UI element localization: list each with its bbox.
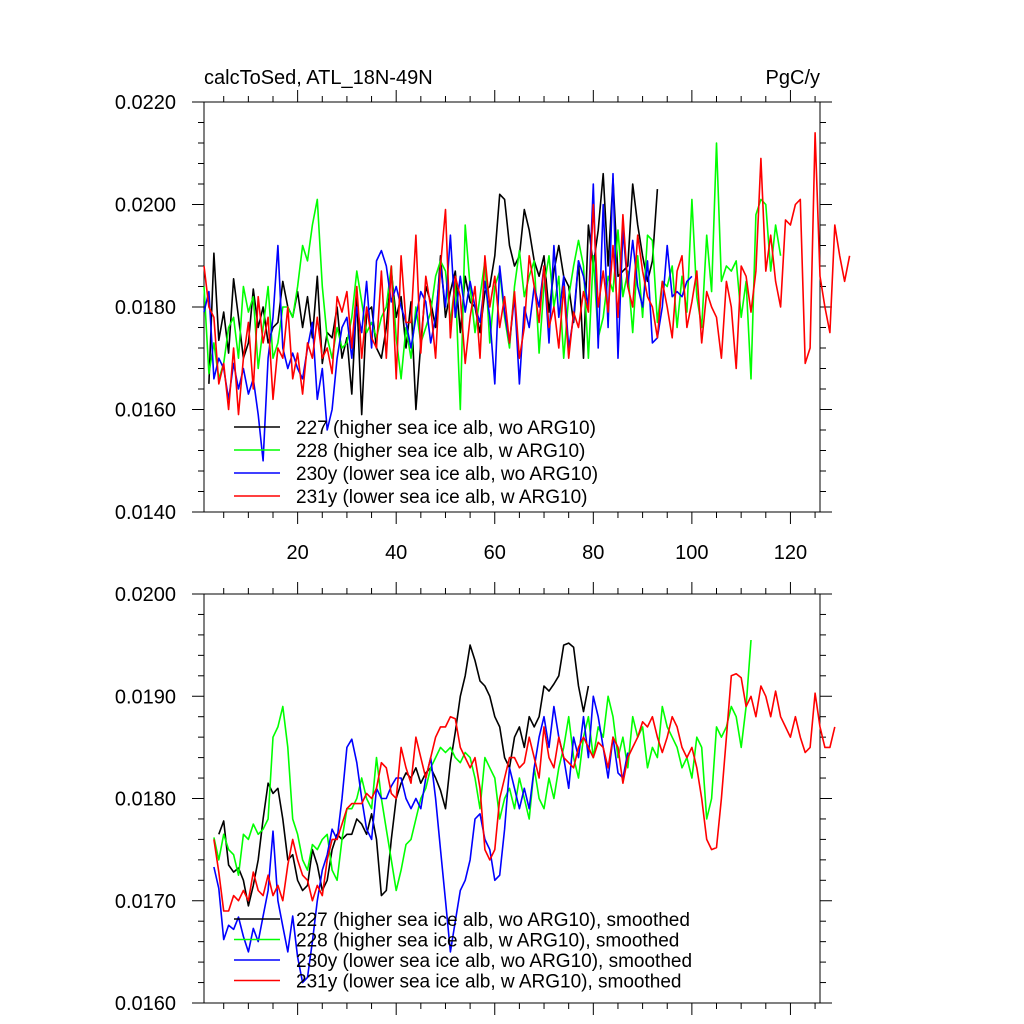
y-tick-label: 0.0180	[115, 297, 176, 319]
bottom-plot-panel: 0.0160 0.0170 0.0180 0.0190 0.0200 227 (highe…	[115, 582, 836, 1015]
x-tick-label: 60	[484, 542, 506, 564]
legend: 227 (higher sea ice alb, wo ARG10)228 (h…	[234, 418, 598, 508]
y-tick-label: 0.0160	[115, 993, 176, 1015]
legend-label: 230y (lower sea ice alb, wo ARG10), smoo…	[296, 951, 692, 972]
series-line-4	[203, 132, 851, 416]
legend-label: 228 (higher sea ice alb, w ARG10)	[296, 441, 585, 462]
legend-label: 228 (higher sea ice alb, w ARG10), smoot…	[296, 931, 679, 952]
legend-label: 230y (lower sea ice alb, wo ARG10)	[296, 464, 598, 485]
y-tick-label: 0.0170	[115, 891, 176, 913]
chart-title: calcToSed, ATL_18N-49N	[204, 67, 433, 89]
series-line-1	[218, 642, 590, 907]
legend-label: 227 (higher sea ice alb, wo ARG10)	[296, 418, 596, 439]
y-tick-label: 0.0140	[115, 502, 176, 524]
chart-units: PgC/y	[766, 67, 820, 89]
legend: 227 (higher sea ice alb, wo ARG10), smoo…	[234, 910, 692, 993]
legend-label: 231y (lower sea ice alb, w ARG10)	[296, 487, 587, 508]
legend-label: 231y (lower sea ice alb, w ARG10), smoot…	[296, 972, 681, 993]
x-tick-label: 40	[385, 542, 407, 564]
y-tick-label: 0.0160	[115, 400, 176, 422]
top-plot-panel: 0.0140 0.0160 0.0180 0.0200 0.0220 20 40 60 80 10…	[115, 90, 851, 564]
series-line-4	[213, 672, 836, 912]
x-tick-label: 20	[287, 542, 309, 564]
y-tick-label: 0.0190	[115, 686, 176, 708]
x-tick-label: 120	[774, 542, 807, 564]
series-line-2	[203, 142, 782, 411]
legend-label: 227 (higher sea ice alb, wo ARG10), smoo…	[296, 910, 690, 931]
x-tick-label: 80	[582, 542, 604, 564]
series-line-2	[213, 639, 752, 892]
y-tick-label: 0.0200	[115, 584, 176, 606]
y-tick-label: 0.0200	[115, 195, 176, 217]
y-tick-label: 0.0180	[115, 789, 176, 811]
series-line-1	[208, 172, 659, 416]
y-tick-label: 0.0220	[115, 92, 176, 114]
x-tick-label: 100	[675, 542, 708, 564]
